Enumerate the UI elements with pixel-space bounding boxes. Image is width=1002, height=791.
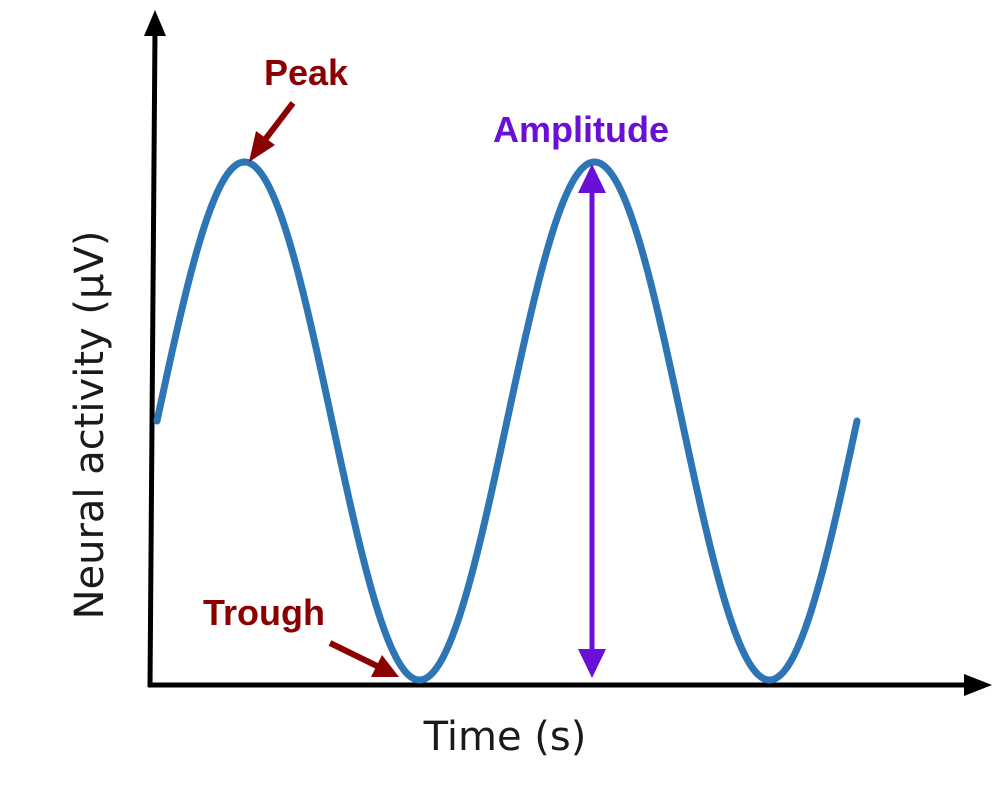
y-axis-arrowhead — [144, 10, 166, 36]
amplitude-label: Amplitude — [493, 109, 669, 150]
amplitude-annotation: Amplitude — [493, 109, 669, 678]
peak-arrowhead — [249, 131, 275, 162]
x-axis-arrowhead — [964, 674, 992, 696]
axes — [144, 10, 992, 696]
y-axis-label: Neural activity (μV) — [67, 231, 113, 620]
peak-arrow-line — [261, 101, 296, 143]
peak-label: Peak — [264, 52, 349, 93]
amplitude-arrowhead-bottom — [578, 649, 606, 678]
amplitude-arrowhead-top — [578, 164, 606, 193]
sine-wave — [153, 158, 861, 684]
x-axis-label: Time (s) — [423, 714, 587, 760]
y-axis — [147, 29, 158, 688]
trough-label: Trough — [203, 592, 325, 633]
peak-annotation: Peak — [249, 52, 349, 162]
trough-annotation: Trough — [203, 592, 399, 677]
trough-arrow-line — [328, 640, 379, 669]
trough-arrowhead — [371, 655, 399, 677]
